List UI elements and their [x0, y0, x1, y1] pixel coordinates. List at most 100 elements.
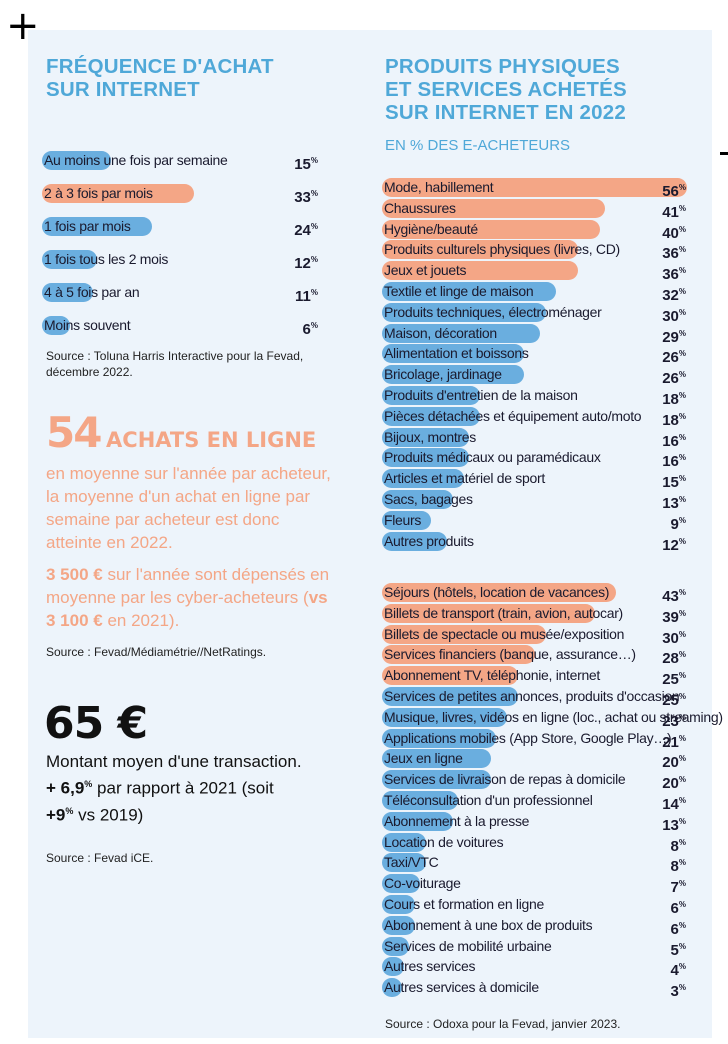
bar-label: Produits culturels physiques (livres, CD… [384, 241, 620, 258]
bar-row: Billets de transport (train, avion, auto… [382, 603, 686, 626]
bar-value: 8% [670, 837, 686, 855]
bar [382, 915, 415, 935]
bar-value-number: 5 [670, 941, 679, 959]
bar-label: Autres services à domicile [384, 979, 539, 996]
bar-value-number: 16 [662, 453, 679, 471]
bar-value: 36% [662, 266, 686, 284]
bar-label: Musique, livres, vidéos en ligne (loc., … [384, 708, 723, 725]
bar [42, 283, 93, 302]
bar-value: 26% [662, 370, 686, 388]
right-title-line1: PRODUITS PHYSIQUES [385, 55, 620, 78]
bar-value-number: 32 [662, 287, 679, 304]
bar [382, 198, 606, 218]
bar-value: 5% [670, 941, 686, 959]
bar-value: 16% [662, 432, 686, 450]
bar-label: 1 fois tous les 2 mois [44, 251, 169, 267]
bar [382, 261, 579, 281]
bar-value-number: 20 [662, 775, 679, 793]
bar-row: Jeux en ligne 20% [382, 748, 686, 771]
bar-row: Mode, habillement 56% [382, 177, 688, 200]
bar-row: Chaussures 41% [382, 198, 686, 221]
bar-value-number: 29 [662, 328, 679, 346]
bar-row: 1 fois tous les 2 mois 12% [42, 249, 318, 272]
bar-row: Bijoux, montres 16% [382, 427, 686, 450]
bar-value-number: 33 [294, 189, 311, 206]
bar-value-number: 15 [662, 474, 679, 492]
bar [382, 811, 453, 831]
bar-value-number: 8 [670, 858, 679, 876]
bar-label: Location de voitures [384, 833, 504, 850]
bar-row: Pièces détachées et équipement auto/moto… [382, 406, 686, 429]
bar-value-number: 6 [302, 321, 311, 338]
bar [382, 728, 497, 748]
bar-label: Abonnement TV, téléphonie, internet [384, 667, 601, 684]
bar-label: Abonnement à la presse [384, 812, 530, 829]
bar [42, 217, 153, 236]
bar-row: Téléconsultation d'un professionnel 14% [382, 790, 686, 813]
frequency-source: Source : Toluna Harris Interactive pour … [46, 349, 304, 379]
bar-label: Billets de spectacle ou musée/exposition [384, 625, 625, 642]
bar-row: Produits culturels physiques (livres, CD… [382, 239, 686, 262]
bar-value: 6% [302, 321, 318, 338]
bar-label: Textile et linge de maison [384, 283, 534, 299]
stat-65-pct2: +9 [46, 805, 66, 825]
bar-row: Autres produits 12% [382, 531, 686, 554]
bar-label: Sacs, bagages [384, 491, 473, 507]
bar-value: 8% [670, 858, 686, 876]
bar-value: 9% [670, 515, 686, 533]
bar-value: 4% [670, 962, 686, 980]
bar-value: 12% [662, 536, 686, 554]
bar-value-number: 12 [662, 536, 679, 554]
bar-label: Moins souvent [44, 317, 131, 333]
bar-row: Services de petites annonces, produits d… [382, 686, 686, 709]
bar-value: 28% [662, 650, 686, 668]
amount-text-1: sur l'année sont dépensés en moyenne par… [46, 565, 330, 607]
bar-value: 29% [662, 328, 686, 346]
bar [382, 707, 508, 727]
bar-value-number: 26 [662, 370, 679, 388]
bar-label: 1 fois par mois [44, 218, 131, 234]
bar-label: Bricolage, jardinage [384, 366, 502, 383]
bar-row: Sacs, bagages 13% [382, 489, 686, 512]
bar-value-number: 24 [294, 222, 311, 239]
bar-row: 2 à 3 fois par mois 33% [42, 183, 318, 206]
bar-value: 13% [662, 495, 686, 512]
bar [382, 895, 415, 914]
bar-row: Taxi/VTC 8% [382, 852, 686, 876]
bar-value-number: 25 [662, 692, 679, 709]
bar-value: 16% [662, 453, 686, 471]
bar-value: 26% [662, 349, 686, 367]
bar-value-number: 16 [662, 432, 679, 450]
bar-value-number: 43 [662, 588, 679, 605]
bar-row: Séjours (hôtels, location de vacances) 43… [382, 582, 686, 605]
bar-value: 11% [295, 288, 318, 305]
bar-value: 7% [670, 879, 686, 897]
bar-label: Cours et formation en ligne [384, 896, 544, 912]
bar-value-number: 15 [294, 156, 311, 173]
bar-row: Au moins une fois par semaine 15% [42, 150, 318, 173]
bar-label: Hygiène/beauté [384, 220, 478, 237]
bar-value: 32% [662, 287, 686, 304]
bar-value: 23% [662, 712, 686, 730]
bar-value: 33% [294, 189, 318, 206]
bar-row: Produits techniques, électroménager 30% [382, 302, 686, 325]
bar [382, 936, 410, 956]
bar [42, 151, 111, 170]
bar-value-number: 13 [662, 816, 679, 834]
right-title-line3: SUR INTERNET EN 2022 [385, 101, 626, 124]
bar-value-number: 13 [662, 495, 679, 512]
bar-row: Articles et matériel de sport 15% [382, 468, 686, 492]
bar-row: Jeux et jouets 36% [382, 260, 686, 284]
bar [382, 666, 519, 686]
bar [42, 316, 70, 335]
bar-value-number: 3 [670, 983, 679, 1001]
bar-row: Services financiers (banque, assurance…)… [382, 644, 686, 668]
bar-label: Co-voiturage [384, 875, 461, 892]
bar-value-number: 21 [662, 733, 679, 751]
bar [382, 978, 402, 998]
bar-value: 39% [662, 608, 686, 626]
bar-label: Applications mobiles (App Store, Google … [384, 729, 672, 746]
bar [382, 749, 491, 769]
bar-value-number: 30 [662, 307, 679, 325]
bar [382, 323, 541, 343]
